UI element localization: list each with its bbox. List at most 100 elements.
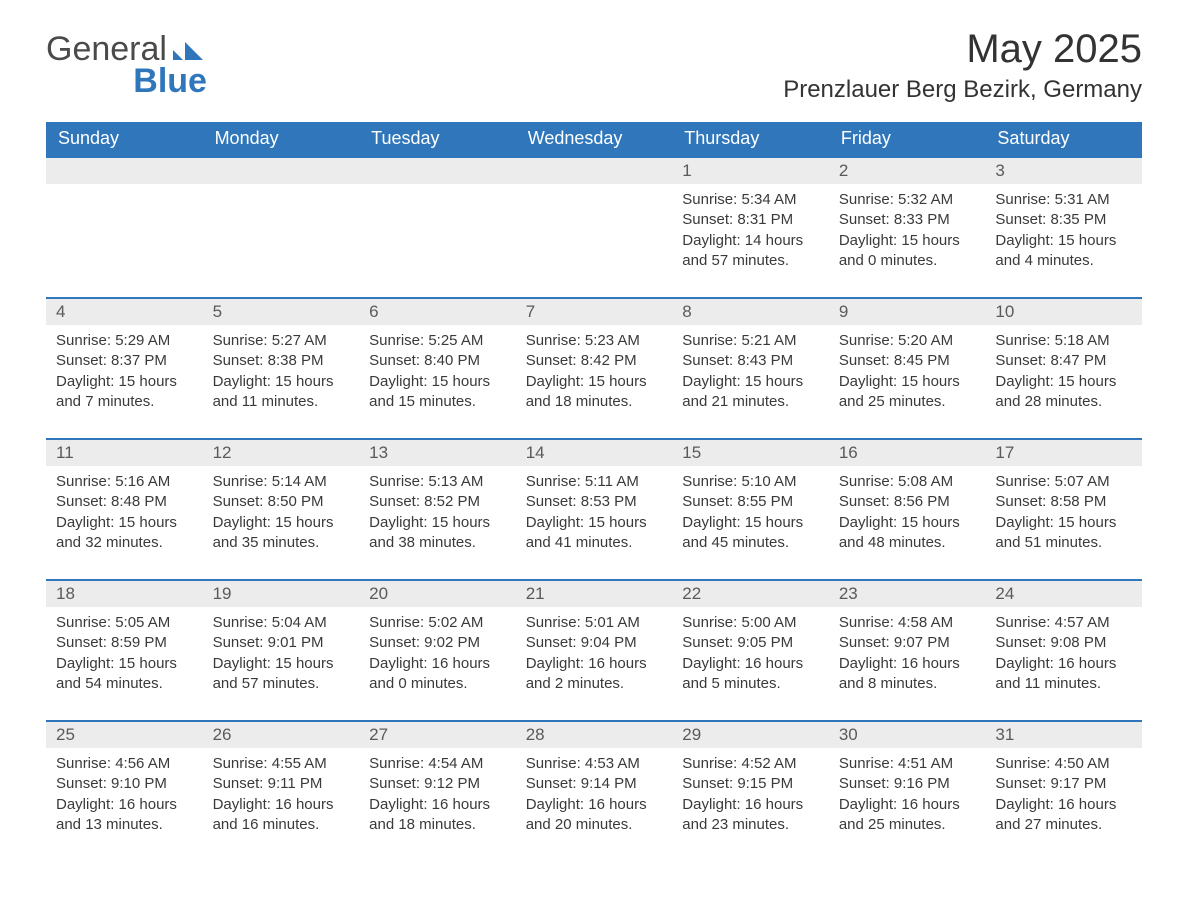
day-detail-line: Sunrise: 5:14 AM — [213, 472, 350, 492]
day-detail-line: Sunrise: 5:05 AM — [56, 613, 193, 633]
weekday-header: Saturday — [985, 122, 1142, 156]
day-detail-line: Sunset: 9:07 PM — [839, 633, 976, 653]
day-number: 22 — [672, 581, 829, 607]
day-detail-line: Daylight: 16 hours and 2 minutes. — [526, 654, 663, 695]
day-number: 18 — [46, 581, 203, 607]
day-number: 7 — [516, 299, 673, 325]
day-detail-line: Sunrise: 5:23 AM — [526, 331, 663, 351]
day-detail-line: Sunset: 9:02 PM — [369, 633, 506, 653]
day-detail-line: Daylight: 16 hours and 20 minutes. — [526, 795, 663, 836]
day-detail-line: Sunrise: 5:00 AM — [682, 613, 819, 633]
day-number: 13 — [359, 440, 516, 466]
day-detail-line: Sunrise: 5:18 AM — [995, 331, 1132, 351]
day-detail-line: Sunset: 8:56 PM — [839, 492, 976, 512]
day-detail-line: Daylight: 15 hours and 54 minutes. — [56, 654, 193, 695]
day-details: Sunrise: 5:16 AMSunset: 8:48 PMDaylight:… — [46, 466, 203, 579]
day-details — [516, 184, 673, 297]
day-detail-line: Sunset: 9:11 PM — [213, 774, 350, 794]
day-number: 9 — [829, 299, 986, 325]
day-detail-line: Daylight: 15 hours and 57 minutes. — [213, 654, 350, 695]
day-detail-line: Sunrise: 5:07 AM — [995, 472, 1132, 492]
day-number — [359, 158, 516, 184]
day-details: Sunrise: 4:56 AMSunset: 9:10 PMDaylight:… — [46, 748, 203, 845]
day-detail-line: Daylight: 15 hours and 21 minutes. — [682, 372, 819, 413]
day-detail-line: Sunset: 8:38 PM — [213, 351, 350, 371]
day-detail-line: Sunset: 8:48 PM — [56, 492, 193, 512]
day-details: Sunrise: 5:34 AMSunset: 8:31 PMDaylight:… — [672, 184, 829, 297]
day-details: Sunrise: 5:31 AMSunset: 8:35 PMDaylight:… — [985, 184, 1142, 297]
day-detail-line: Sunset: 8:43 PM — [682, 351, 819, 371]
day-detail-line: Sunset: 8:45 PM — [839, 351, 976, 371]
day-detail-line: Sunrise: 5:34 AM — [682, 190, 819, 210]
day-detail-line: Daylight: 16 hours and 8 minutes. — [839, 654, 976, 695]
day-details — [203, 184, 360, 297]
day-details: Sunrise: 5:13 AMSunset: 8:52 PMDaylight:… — [359, 466, 516, 579]
day-number: 6 — [359, 299, 516, 325]
day-detail-line: Sunset: 9:10 PM — [56, 774, 193, 794]
day-details: Sunrise: 5:10 AMSunset: 8:55 PMDaylight:… — [672, 466, 829, 579]
day-detail-line: Sunrise: 5:21 AM — [682, 331, 819, 351]
day-number — [516, 158, 673, 184]
day-number: 11 — [46, 440, 203, 466]
day-details: Sunrise: 5:25 AMSunset: 8:40 PMDaylight:… — [359, 325, 516, 438]
day-detail-line: Sunrise: 5:04 AM — [213, 613, 350, 633]
day-number: 24 — [985, 581, 1142, 607]
day-detail-line: Sunset: 8:40 PM — [369, 351, 506, 371]
page-title: May 2025 — [783, 28, 1142, 70]
day-detail-line: Daylight: 15 hours and 41 minutes. — [526, 513, 663, 554]
day-detail-line: Sunrise: 5:08 AM — [839, 472, 976, 492]
calendar-week: 25262728293031Sunrise: 4:56 AMSunset: 9:… — [46, 720, 1142, 845]
day-detail-line: Sunset: 9:04 PM — [526, 633, 663, 653]
brand-word2: Blue — [46, 64, 207, 98]
day-detail-line: Sunset: 9:12 PM — [369, 774, 506, 794]
day-number: 2 — [829, 158, 986, 184]
day-detail-line: Daylight: 16 hours and 25 minutes. — [839, 795, 976, 836]
day-detail-line: Sunrise: 5:11 AM — [526, 472, 663, 492]
day-detail-line: Sunset: 8:58 PM — [995, 492, 1132, 512]
day-detail-line: Sunrise: 4:53 AM — [526, 754, 663, 774]
day-number: 12 — [203, 440, 360, 466]
day-detail-line: Sunrise: 5:32 AM — [839, 190, 976, 210]
day-details: Sunrise: 5:23 AMSunset: 8:42 PMDaylight:… — [516, 325, 673, 438]
weekday-header: Tuesday — [359, 122, 516, 156]
day-detail-line: Sunset: 9:17 PM — [995, 774, 1132, 794]
brand-mark-icon — [173, 32, 207, 66]
day-number: 10 — [985, 299, 1142, 325]
day-details: Sunrise: 4:52 AMSunset: 9:15 PMDaylight:… — [672, 748, 829, 845]
weekday-header: Wednesday — [516, 122, 673, 156]
day-number: 19 — [203, 581, 360, 607]
day-number: 27 — [359, 722, 516, 748]
day-details: Sunrise: 4:57 AMSunset: 9:08 PMDaylight:… — [985, 607, 1142, 720]
title-block: May 2025 Prenzlauer Berg Bezirk, Germany — [783, 28, 1142, 104]
day-details: Sunrise: 5:20 AMSunset: 8:45 PMDaylight:… — [829, 325, 986, 438]
day-detail-line: Sunrise: 5:27 AM — [213, 331, 350, 351]
day-detail-line: Sunrise: 4:51 AM — [839, 754, 976, 774]
day-details: Sunrise: 5:08 AMSunset: 8:56 PMDaylight:… — [829, 466, 986, 579]
day-detail-line: Daylight: 15 hours and 25 minutes. — [839, 372, 976, 413]
day-detail-line: Daylight: 16 hours and 13 minutes. — [56, 795, 193, 836]
day-details: Sunrise: 5:29 AMSunset: 8:37 PMDaylight:… — [46, 325, 203, 438]
day-details: Sunrise: 5:21 AMSunset: 8:43 PMDaylight:… — [672, 325, 829, 438]
day-details: Sunrise: 4:55 AMSunset: 9:11 PMDaylight:… — [203, 748, 360, 845]
day-detail-line: Sunset: 9:01 PM — [213, 633, 350, 653]
day-number: 21 — [516, 581, 673, 607]
day-details: Sunrise: 4:51 AMSunset: 9:16 PMDaylight:… — [829, 748, 986, 845]
day-detail-line: Sunset: 9:14 PM — [526, 774, 663, 794]
day-detail-line: Sunset: 9:16 PM — [839, 774, 976, 794]
day-details: Sunrise: 4:58 AMSunset: 9:07 PMDaylight:… — [829, 607, 986, 720]
day-details: Sunrise: 4:54 AMSunset: 9:12 PMDaylight:… — [359, 748, 516, 845]
location: Prenzlauer Berg Bezirk, Germany — [783, 76, 1142, 104]
day-detail-line: Sunset: 9:08 PM — [995, 633, 1132, 653]
day-detail-line: Sunrise: 5:31 AM — [995, 190, 1132, 210]
brand-logo: General Blue — [46, 28, 207, 98]
day-detail-line: Sunset: 8:42 PM — [526, 351, 663, 371]
day-detail-line: Sunset: 8:50 PM — [213, 492, 350, 512]
day-detail-line: Sunrise: 5:16 AM — [56, 472, 193, 492]
day-detail-line: Daylight: 16 hours and 18 minutes. — [369, 795, 506, 836]
day-number: 31 — [985, 722, 1142, 748]
day-number: 30 — [829, 722, 986, 748]
day-detail-line: Daylight: 15 hours and 4 minutes. — [995, 231, 1132, 272]
day-detail-line: Daylight: 14 hours and 57 minutes. — [682, 231, 819, 272]
day-detail-line: Sunrise: 5:10 AM — [682, 472, 819, 492]
day-number: 5 — [203, 299, 360, 325]
